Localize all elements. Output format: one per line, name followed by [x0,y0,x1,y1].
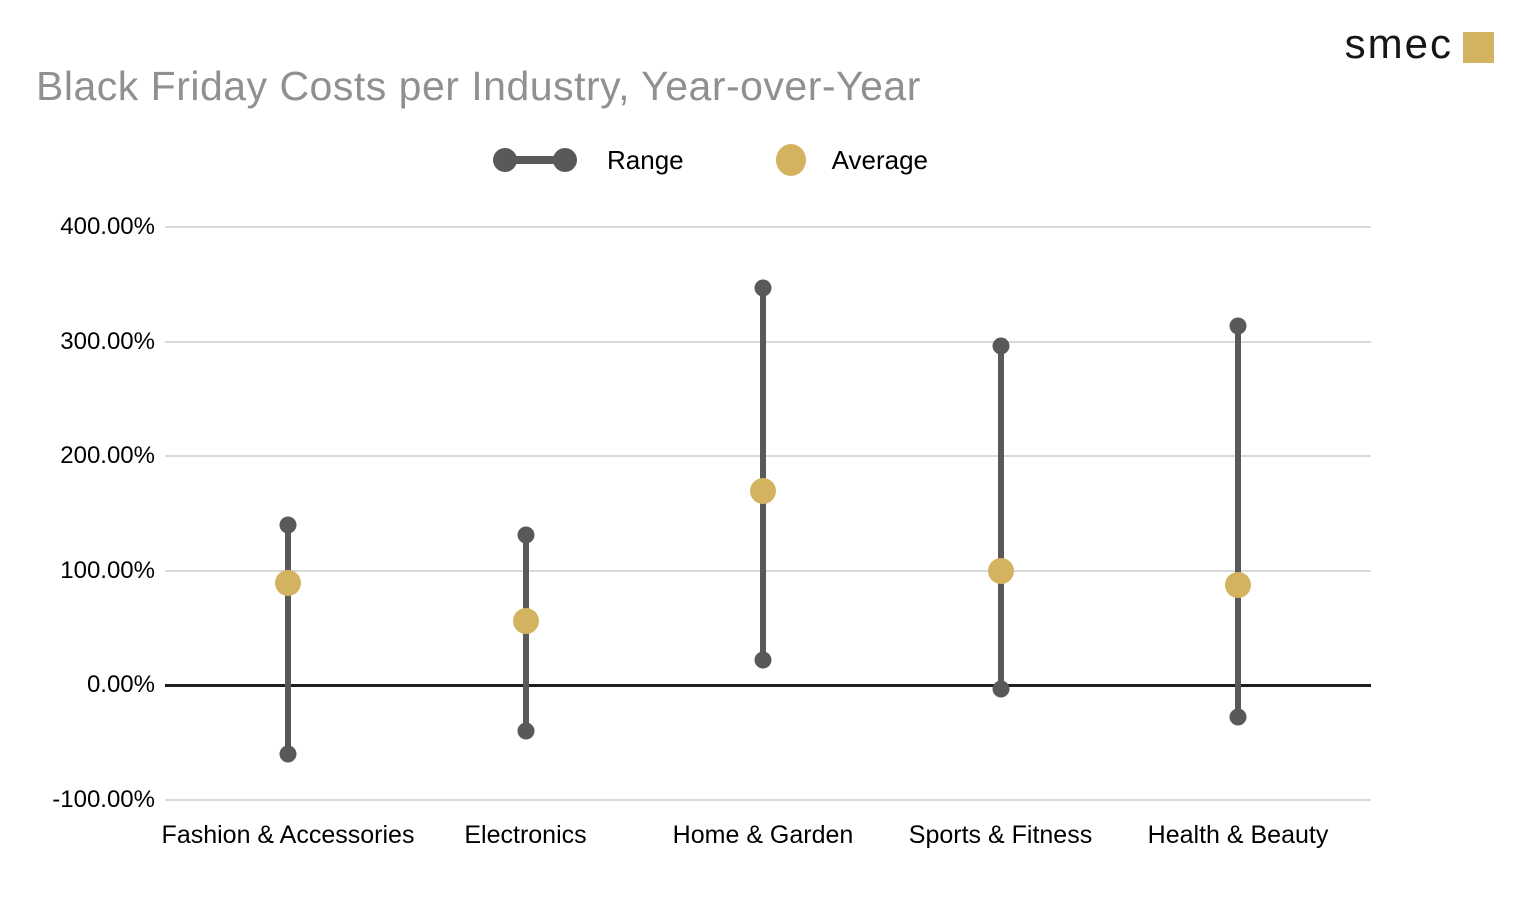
range-bar [997,346,1004,689]
range-high-dot [279,516,297,534]
y-axis-tick-label: 400.00% [60,213,155,240]
x-axis-category-label: Electronics [464,821,587,849]
gridline [165,569,1371,572]
range-low-dot [279,745,297,763]
range-low-dot [754,651,772,669]
range-bar [760,287,766,661]
average-dot [275,570,301,597]
range-legend-icon [493,148,577,172]
average-dot [512,608,539,635]
gridline [165,455,1371,458]
range-low-dot [1229,708,1247,726]
gridline [165,226,1371,228]
y-axis-tick-label: 300.00% [60,327,155,355]
range-icon-bar [503,156,567,164]
legend-item-range: Range [493,145,684,176]
gridline [165,799,1371,801]
average-legend-icon [775,144,806,176]
y-axis-tick-label: -100.00% [52,786,155,813]
smec-logo: smec [1345,20,1494,68]
y-axis-tick-label: 100.00% [60,556,155,584]
range-bar [285,524,291,755]
y-axis-tick-label: 200.00% [60,442,155,470]
legend-item-average: Average [775,144,928,176]
legend-range-label: Range [607,144,684,175]
y-axis-tick-label: 0.00% [86,671,155,699]
zero-gridline [165,683,1371,687]
range-icon-left-dot [493,148,517,172]
range-high-dot [754,279,772,297]
x-axis-category-label: Fashion & Accessories [161,821,415,849]
smec-logo-square-icon [1463,31,1494,63]
gridline [165,340,1371,343]
range-icon-right-dot [553,148,577,172]
x-axis-category-label: Health & Beauty [1147,821,1329,849]
range-low-dot [992,680,1009,698]
average-dot [750,477,776,504]
range-high-dot [517,526,534,544]
legend: Range Average [493,140,928,180]
chart-title: Black Friday Costs per Industry, Year-ov… [36,63,921,109]
average-dot [1225,571,1251,598]
smec-logo-text: smec [1344,20,1453,67]
legend-average-label: Average [831,144,928,175]
range-low-dot [517,722,534,740]
range-bar [1235,325,1241,718]
average-dot [987,557,1014,584]
range-high-dot [1229,317,1247,335]
x-axis-category-label: Home & Garden [672,821,854,849]
x-axis-category-label: Sports & Fitness [908,821,1093,849]
range-high-dot [992,337,1009,355]
